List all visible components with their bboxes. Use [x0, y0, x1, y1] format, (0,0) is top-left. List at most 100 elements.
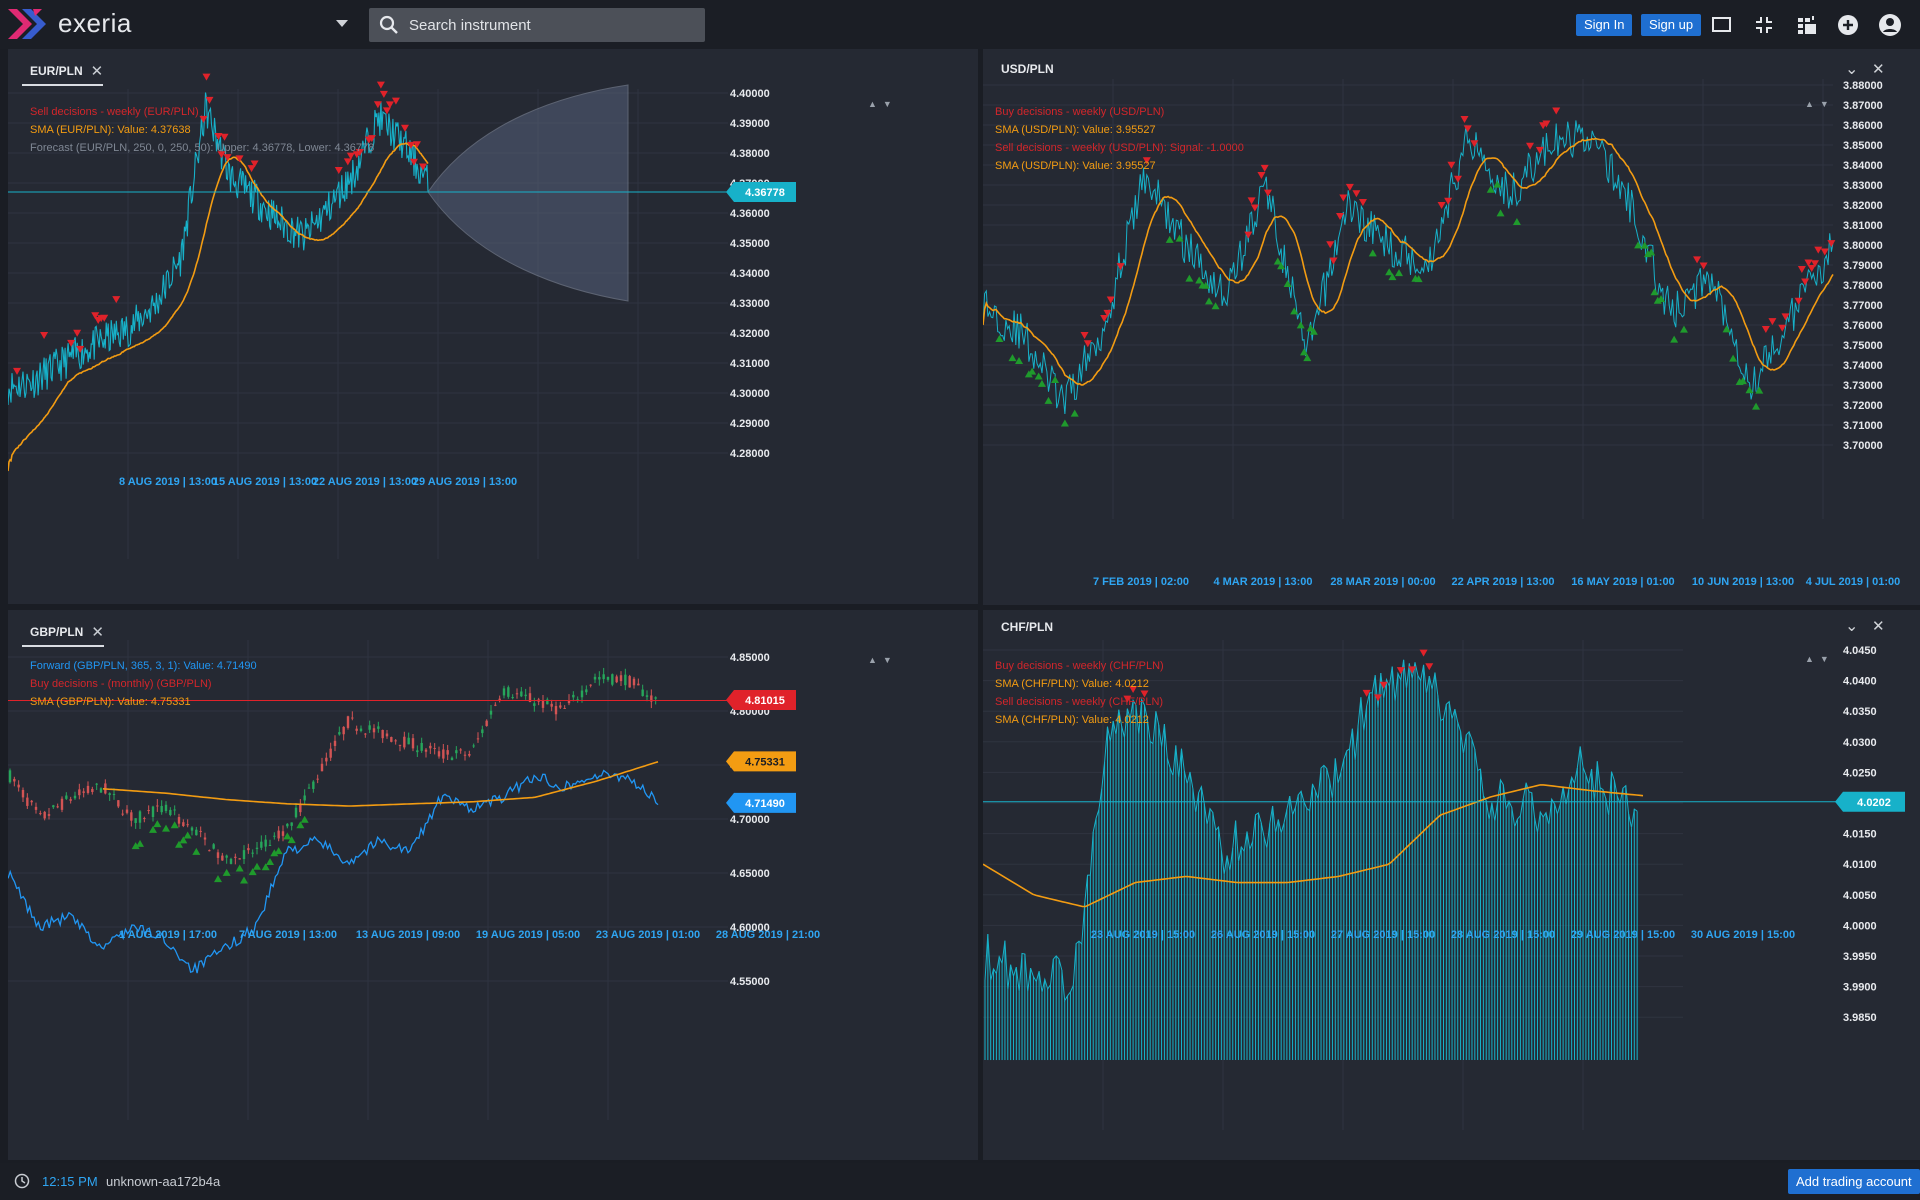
candle-body [286, 823, 289, 827]
buy-marker [1738, 377, 1747, 385]
candle-body [151, 806, 155, 818]
x-tick-label: 1 AUG 2019 | 17:00 [119, 929, 217, 941]
exeria-logo-icon[interactable] [8, 7, 48, 41]
candle-body [247, 848, 250, 851]
candle-body [511, 697, 514, 699]
sell-marker [1526, 142, 1535, 150]
chart-panel-gbppln[interactable]: 4.850004.800004.750004.700004.650004.600… [8, 610, 978, 1160]
sell-marker [1542, 120, 1551, 128]
sell-marker [1374, 694, 1382, 702]
candle-body [177, 817, 181, 824]
sell-marker [1379, 681, 1388, 689]
y-tick-label: 4.33000 [730, 298, 770, 310]
y-tick-label: 3.9950 [1843, 951, 1877, 963]
buy-marker [248, 868, 257, 876]
eurpln-chart[interactable]: 4.400004.390004.380004.370004.360004.350… [8, 49, 978, 605]
scale-arrows-icon[interactable]: ▲▼ [868, 99, 898, 109]
calendar-icon[interactable] [1795, 13, 1819, 37]
price-line [983, 120, 1834, 415]
sell-marker [1329, 257, 1338, 265]
sell-marker [202, 73, 211, 81]
scale-arrows-icon[interactable]: ▲▼ [868, 655, 898, 665]
gbppln-chart[interactable]: 4.850004.800004.750004.700004.650004.600… [8, 610, 978, 1160]
search-input[interactable] [409, 8, 699, 42]
y-tick-label: 3.81000 [1843, 220, 1883, 232]
sell-marker [67, 339, 76, 347]
sell-marker [1453, 175, 1462, 183]
chevron-down-icon[interactable]: ⌄ [1845, 61, 1859, 78]
buy-marker [1051, 376, 1060, 384]
y-tick-label: 4.0100 [1843, 859, 1877, 871]
add-trading-account-button[interactable]: Add trading account [1788, 1169, 1920, 1194]
tab-underline [22, 84, 104, 86]
single-layout-icon[interactable] [1710, 13, 1734, 37]
sell-marker [379, 90, 388, 98]
buy-marker [1368, 249, 1377, 257]
account-icon[interactable] [1878, 13, 1902, 37]
sign-up-button[interactable]: Sign up [1641, 14, 1702, 36]
candle-body [589, 684, 592, 686]
candle-body [277, 830, 280, 839]
candle-body [637, 683, 640, 686]
status-user: unknown-aa172b4a [106, 1174, 221, 1189]
y-tick-label: 3.82000 [1843, 200, 1883, 212]
chart-panel-chfpln[interactable]: 4.04504.04004.03504.03004.02504.02004.01… [983, 610, 1920, 1160]
sell-marker [1263, 189, 1272, 197]
sell-marker [1801, 278, 1810, 286]
chevron-down-icon[interactable]: ⌄ [1845, 618, 1859, 635]
candle-body [294, 807, 298, 818]
exit-fullscreen-icon[interactable] [1752, 13, 1776, 37]
chevron-down-icon[interactable] [336, 20, 348, 27]
buy-marker [1296, 321, 1305, 329]
y-tick-label: 4.65000 [730, 868, 770, 880]
scale-arrows-icon[interactable]: ▲▼ [1805, 654, 1835, 664]
chfpln-chart[interactable]: 4.04504.04004.03504.03004.02504.02004.01… [983, 610, 1920, 1160]
close-icon[interactable]: ✕ [91, 624, 104, 641]
y-tick-label: 3.80000 [1843, 240, 1883, 252]
candle-body [156, 805, 159, 807]
candle-body [528, 693, 532, 702]
sell-marker [1807, 265, 1816, 273]
buy-marker [1394, 269, 1403, 277]
candle-body [56, 806, 59, 808]
close-icon[interactable]: ✕ [1872, 618, 1885, 635]
x-tick-label: 4 MAR 2019 | 13:00 [1213, 576, 1312, 588]
candle-body [281, 831, 285, 836]
buy-marker [1283, 280, 1292, 288]
buy-marker [1303, 354, 1312, 362]
legend-entry: Sell decisions - weekly (CHF/PLN) [995, 696, 1164, 708]
candle-body [164, 804, 168, 812]
candle-body [524, 694, 527, 697]
legend-entry: Buy decisions - weekly (CHF/PLN) [995, 660, 1164, 672]
candle-body [554, 706, 558, 715]
sell-marker [1447, 161, 1456, 169]
legend-entry: Buy decisions - (monthly) (GBP/PLN) [30, 678, 212, 690]
candle-body [628, 676, 631, 688]
y-tick-label: 3.9850 [1843, 1012, 1877, 1024]
x-tick-label: 28 AUG 2019 | 15:00 [1451, 929, 1555, 941]
sell-marker [1797, 266, 1806, 274]
tab-gbppln[interactable]: GBP/PLN ✕ [22, 619, 104, 647]
usdpln-chart[interactable]: 3.88000 3.87000 3.86000 3.85000 3.84000 3.830… [983, 49, 1920, 605]
chart-panel-usdpln[interactable]: 3.88000 3.87000 3.86000 3.85000 3.84000 3.830… [983, 49, 1920, 605]
candle-body [645, 695, 649, 697]
sign-in-button[interactable]: Sign In [1576, 14, 1633, 36]
candle-body [130, 812, 133, 821]
candle-body [450, 757, 454, 761]
candle-body [567, 700, 571, 704]
search-box[interactable] [369, 8, 705, 42]
chart-panel-eurpln[interactable]: 4.400004.390004.380004.370004.360004.350… [8, 49, 978, 605]
y-tick-label: 3.73000 [1843, 380, 1883, 392]
close-icon[interactable]: ✕ [1872, 61, 1885, 78]
close-icon[interactable]: ✕ [90, 63, 104, 80]
sma-line [102, 761, 659, 807]
panel-title-chfpln: CHF/PLN [1001, 620, 1053, 634]
sell-marker [1444, 197, 1453, 205]
scale-arrows-icon[interactable]: ▲▼ [1805, 99, 1835, 109]
tab-eurpln[interactable]: EUR/PLN ✕ [22, 58, 104, 86]
buy-marker [270, 849, 279, 857]
buy-marker [1034, 372, 1043, 380]
sell-marker [1396, 667, 1405, 675]
add-circle-icon[interactable] [1836, 13, 1860, 37]
sell-marker [385, 101, 394, 109]
